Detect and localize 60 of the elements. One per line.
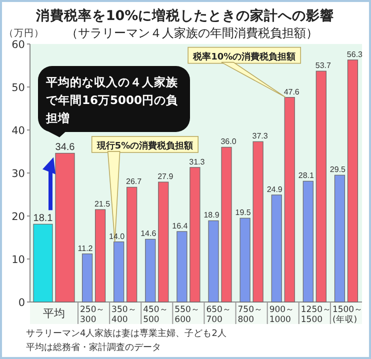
- y-tick-label: 50: [12, 82, 25, 94]
- data-label: 37.3: [252, 132, 268, 141]
- bar: [316, 70, 326, 302]
- bar: [221, 146, 232, 302]
- x-tick-label: 350～400: [112, 305, 137, 325]
- bar: [158, 182, 169, 302]
- bar: [82, 254, 93, 302]
- annotation: 平均的な収入の４人家族で年間16万5000円の負担増: [45, 75, 180, 125]
- data-label: 16.4: [172, 221, 188, 230]
- x-tick-label: 900～1000: [269, 305, 295, 325]
- data-label: 56.3: [346, 50, 364, 59]
- data-label: 28.1: [298, 171, 314, 180]
- data-label: 47.6: [284, 87, 300, 96]
- y-tick-label: 10: [12, 254, 25, 266]
- bar: [271, 194, 282, 302]
- data-label: 18.9: [204, 210, 220, 220]
- x-tick-label: 650～700: [206, 305, 232, 325]
- data-label: 29.5: [330, 165, 346, 174]
- data-label: 18.1: [33, 213, 54, 224]
- y-tick-label: 0: [18, 297, 25, 309]
- x-tick-label: 550～600: [174, 305, 200, 325]
- data-label: 24.9: [266, 184, 283, 194]
- x-tick-label: 450～500: [143, 305, 168, 325]
- data-label: 11.2: [78, 244, 94, 253]
- x-tick-label: 750～800: [238, 305, 264, 325]
- y-tick-label: 20: [12, 211, 25, 223]
- bar: [252, 141, 264, 302]
- text: 現行5%の消費税負担額: [96, 140, 194, 152]
- bar: [284, 97, 295, 302]
- y-tick-label: 40: [12, 125, 25, 137]
- y-tick-label: 30: [12, 168, 25, 180]
- data-label: 26.7: [126, 177, 142, 186]
- bar: [302, 180, 314, 302]
- bar: [176, 231, 188, 302]
- data-label: 36.0: [220, 137, 237, 146]
- bar: [126, 186, 138, 302]
- data-label: 53.7: [315, 61, 332, 70]
- y-tick-label: 60: [12, 39, 25, 51]
- data-label: 34.6: [55, 142, 76, 154]
- bar: [240, 218, 250, 302]
- data-label: 27.9: [158, 172, 174, 182]
- bar: [145, 238, 156, 302]
- x-tick-label: 1500～(年収): [332, 305, 364, 325]
- data-label: 31.3: [189, 157, 206, 166]
- bar: [94, 209, 106, 302]
- x-tick-label: 1250～1500: [300, 305, 332, 325]
- y-axis-title: （万円）: [4, 28, 44, 39]
- x-tick-label: 平均: [43, 307, 65, 320]
- bar: [190, 167, 200, 302]
- chart-title: 消費税率を10%に増税したときの家計への影響: [34, 7, 334, 24]
- text: 平均は総務省・家計調査のデータ: [26, 342, 161, 353]
- bar: [347, 60, 358, 302]
- chart-subtitle: （サラリーマン４人家族の年間消費税負担額）: [66, 26, 318, 40]
- text: サラリーマン4人家族は妻は専業主婦、子ども2人: [26, 328, 226, 339]
- data-label: 14.6: [140, 229, 157, 238]
- x-tick-label: 250～300: [80, 305, 106, 325]
- bar: [208, 220, 219, 302]
- data-label: 19.5: [235, 208, 252, 218]
- bar: [334, 174, 346, 302]
- data-label: 21.5: [94, 200, 111, 209]
